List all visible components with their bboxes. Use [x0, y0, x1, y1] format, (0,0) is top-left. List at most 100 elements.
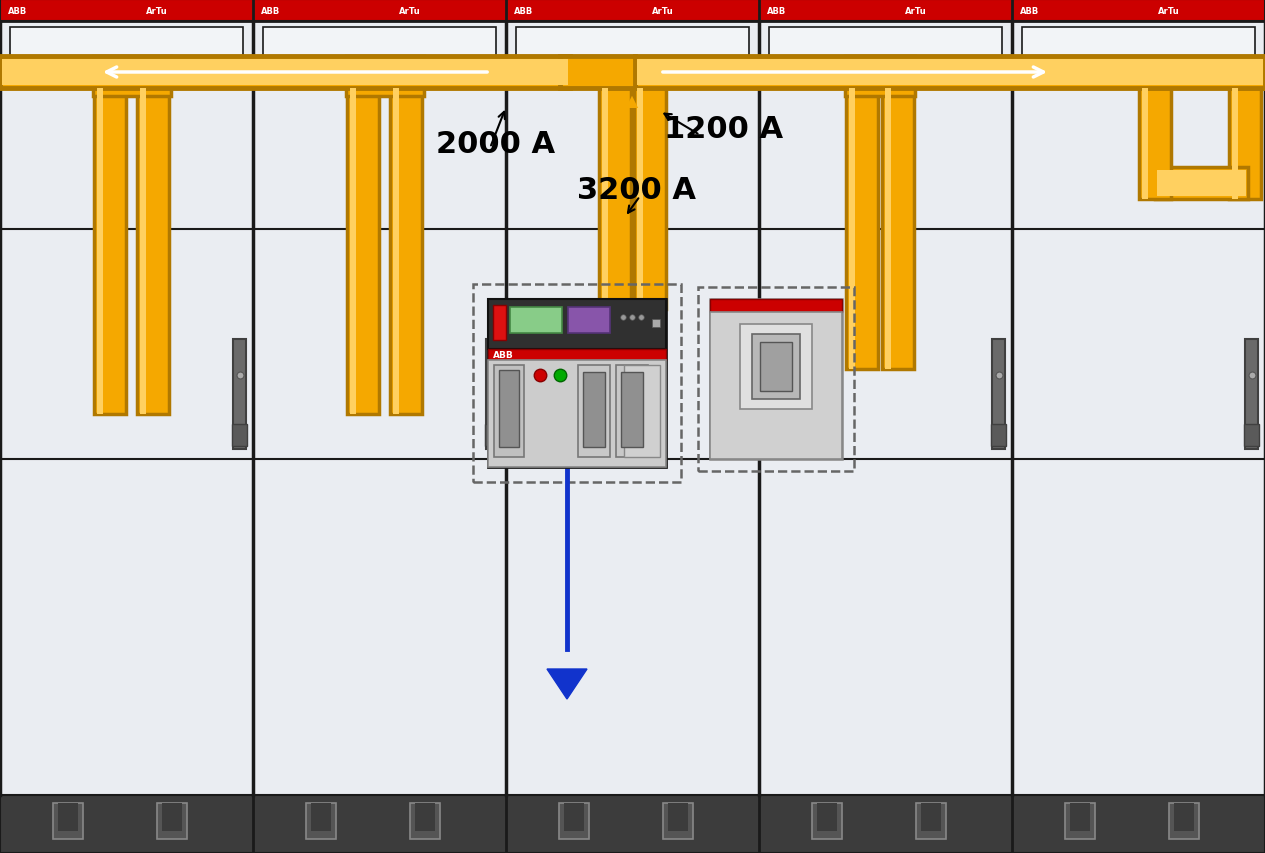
Bar	[616, 366, 648, 457]
Bar	[94, 57, 171, 97]
Bar	[137, 89, 170, 415]
Bar	[488, 299, 665, 350]
Text: ArTu: ArTu	[398, 7, 421, 15]
Text: ABB: ABB	[767, 7, 787, 15]
Text: ABB: ABB	[8, 7, 28, 15]
Bar	[94, 89, 127, 415]
Bar	[634, 89, 665, 310]
Bar	[10, 28, 243, 58]
Text: ABB: ABB	[261, 7, 281, 15]
Bar	[157, 803, 187, 839]
Text: 2000 A: 2000 A	[436, 130, 555, 159]
Bar	[760, 343, 792, 392]
Bar	[0, 22, 253, 795]
Bar	[390, 89, 423, 415]
Bar	[1243, 425, 1259, 446]
Text: ArTu: ArTu	[145, 7, 168, 15]
Bar	[886, 89, 891, 369]
Bar	[621, 373, 643, 448]
Bar	[488, 299, 665, 467]
Bar	[635, 57, 1265, 89]
Bar	[668, 803, 688, 831]
Bar	[849, 89, 855, 369]
Bar	[845, 57, 915, 97]
Text: ArTu: ArTu	[1157, 7, 1180, 15]
Bar	[0, 0, 1265, 22]
Bar	[992, 339, 1004, 450]
Bar	[1232, 89, 1238, 200]
Bar	[710, 313, 842, 460]
Bar	[263, 28, 496, 58]
Bar	[1138, 89, 1171, 200]
Bar	[506, 22, 759, 795]
Bar	[1155, 168, 1249, 200]
Bar	[415, 803, 435, 831]
Bar	[578, 366, 610, 457]
Bar	[231, 425, 247, 446]
Bar	[759, 22, 1012, 795]
Bar	[347, 89, 380, 415]
Bar	[769, 28, 1002, 58]
Bar	[846, 89, 878, 369]
Bar	[698, 287, 854, 472]
Bar	[510, 308, 562, 334]
Bar	[638, 60, 1262, 86]
Bar	[1174, 803, 1194, 831]
Bar	[347, 57, 424, 97]
Bar	[710, 299, 842, 460]
Text: 3200 A: 3200 A	[577, 176, 696, 205]
Bar	[1245, 339, 1257, 450]
Bar	[1065, 803, 1095, 839]
Text: ABB: ABB	[493, 351, 514, 360]
Bar	[600, 89, 631, 310]
Bar	[1169, 803, 1199, 839]
Bar	[568, 308, 610, 334]
Bar	[583, 373, 605, 448]
Bar	[486, 339, 498, 450]
Bar	[739, 339, 751, 450]
Bar	[410, 803, 440, 839]
Bar	[916, 803, 946, 839]
Bar	[740, 325, 812, 409]
Bar	[493, 305, 506, 340]
Bar	[663, 803, 693, 839]
Bar	[1230, 89, 1261, 200]
Bar	[1022, 28, 1255, 58]
Bar	[1070, 803, 1090, 831]
Bar	[564, 803, 584, 831]
Bar	[484, 425, 500, 446]
Bar	[233, 339, 245, 450]
Bar	[0, 795, 1265, 853]
Bar	[921, 803, 941, 831]
Bar	[737, 425, 753, 446]
Bar	[58, 803, 78, 831]
Bar	[624, 366, 660, 457]
Text: ABB: ABB	[514, 7, 534, 15]
Bar	[350, 89, 355, 415]
Text: 1200 A: 1200 A	[664, 115, 783, 144]
Bar	[1157, 171, 1246, 197]
Bar	[817, 803, 837, 831]
Bar	[882, 89, 915, 369]
Bar	[53, 803, 83, 839]
Bar	[488, 350, 665, 361]
Text: ABB: ABB	[1020, 7, 1040, 15]
Bar	[638, 89, 643, 310]
Bar	[495, 366, 524, 457]
Bar	[516, 28, 749, 58]
Bar	[602, 89, 608, 310]
Bar	[1012, 22, 1265, 795]
Bar	[990, 425, 1006, 446]
Bar	[751, 334, 799, 399]
Bar	[559, 803, 589, 839]
Bar	[311, 803, 331, 831]
Bar	[162, 803, 182, 831]
Bar	[97, 89, 102, 415]
Text: ArTu: ArTu	[651, 7, 674, 15]
Bar	[498, 370, 519, 448]
Bar	[253, 22, 506, 795]
Bar	[140, 89, 145, 415]
Polygon shape	[546, 670, 587, 699]
Bar	[710, 299, 842, 313]
Bar	[393, 89, 398, 415]
